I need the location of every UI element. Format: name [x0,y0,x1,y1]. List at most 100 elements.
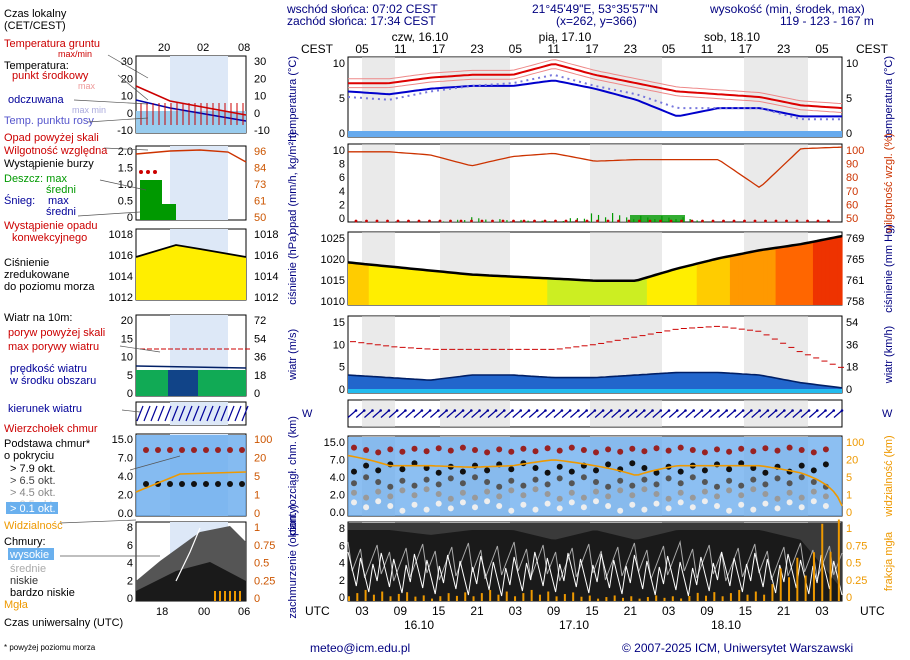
precip-dot-9 [449,219,452,223]
cloud-dot-1-13 [508,466,515,473]
mini-cover-ltick-3: 2 [127,575,133,587]
precip-dot-5 [407,219,410,223]
dir-panel-night-3 [744,400,808,427]
precip-panel-rtick-2: 80 [846,172,858,184]
mini-cloud-ltick-2: 4.0 [118,471,133,483]
legend-precip-above: Opad powyżej skali [4,132,99,144]
dir-panel-night-2 [590,400,662,427]
cloud-dot-4-23 [629,501,636,508]
press-col-39 [509,276,515,305]
top-hour-2: 17 [432,42,446,56]
cover-panel-title-right: frakcja mgła [883,531,895,591]
press-col-52 [563,279,569,305]
fog-bar-42 [522,593,525,601]
press-col-114 [821,240,826,305]
press-panel-title-right: ciśnienie (mm Hg) [883,224,895,313]
cloud-dot-2-0 [351,480,357,487]
precip-dot-40 [774,219,778,223]
press-col-90 [721,257,727,305]
cloud-dot-4-29 [701,498,708,505]
press-col-88 [713,259,719,305]
press-col-56 [580,279,586,305]
press-col-31 [476,274,482,305]
mini-press-ltick-0: 1018 [109,229,133,241]
mini-wind-rtick-0: 72 [254,315,266,327]
press-panel-ltick-2: 1015 [321,275,345,287]
footer-email[interactable]: meteo@icm.edu.pl [310,641,410,655]
legend-visibility: Widzialność [4,520,63,532]
fog-bar-36 [497,594,500,601]
wind-dir-head-47 [741,409,745,412]
fog-bar-48 [547,591,550,601]
wind-dir-arrow-46 [726,410,736,418]
cloud-dot-4-0 [351,499,357,506]
fog-bar-84 [696,592,699,601]
fog-bar-44 [530,589,533,601]
mini-cloud-ltick-3: 2.0 [118,490,133,502]
press-col-63 [609,280,615,305]
mini-wind-rtick-4: 0 [254,388,260,400]
legend-okt-4: > 0.1 okt. [10,503,56,515]
cloud-dot-4-31 [726,507,733,514]
wind-dir-head-14 [470,409,473,412]
wind-dir-arrow-51 [767,410,777,418]
mini-rain-block-2 [162,204,176,220]
mini-top-dot-4 [191,447,197,453]
precip-dot-20 [564,219,568,223]
bottom-hour-10: 15 [739,604,753,618]
wind-dir-head-0 [354,409,358,412]
fog-bar-92 [729,593,732,601]
press-panel-title-left: ciśnienie (hPa) [287,232,299,305]
wind-panel-ltick-3: 0 [339,384,345,396]
cloud-dot-2-34 [762,481,769,488]
press-col-95 [742,253,748,305]
cloud-dot-0-7 [435,445,442,452]
cloud-dot-2-4 [399,477,406,484]
precip-dot-42 [795,219,799,223]
wind-dir-head-50 [766,409,770,412]
cloud-dot-3-18 [568,489,575,496]
cloud-dot-2-16 [544,481,551,488]
precip-dot-25 [617,219,620,223]
precip-dot-38 [753,219,757,223]
press-col-44 [530,277,536,305]
cloud-dot-0-36 [786,444,793,451]
day-bottom-0: 16.10 [404,618,434,632]
cloud-dot-2-20 [593,479,599,485]
cloud-dot-3-27 [677,489,684,496]
wind-dir-head-9 [428,409,432,412]
legend-connector-1 [117,74,149,101]
cloud-dot-4-33 [750,506,757,513]
cloud-dot-0-28 [689,447,696,453]
mini-wind-rtick-1: 54 [254,333,266,345]
press-col-59 [592,280,598,305]
cloud-dot-4-3 [387,503,394,509]
mini-top-dot-8 [239,447,245,453]
press-col-25 [451,272,457,305]
temp-panel-night-1 [440,57,510,137]
wind-dir-head-51 [774,409,778,412]
press-col-50 [555,278,561,305]
fog-bar-112 [812,552,815,601]
cloud-dot-1-34 [762,469,769,476]
mini-dir-night [170,402,228,425]
cloud-dot-4-12 [496,503,503,509]
press-col-18 [422,269,428,305]
pressure-line [347,234,843,282]
temp-ground-band [348,131,842,137]
precip-panel-ltick-2: 6 [339,172,345,184]
cloud-dot-2-32 [738,482,745,489]
wind-dir-arrow-57 [817,410,826,418]
press-col-9 [385,266,391,305]
mini-top-dot-6 [215,447,221,453]
cloud-dot-0-37 [798,447,805,453]
wind-dir-head-19 [511,409,514,412]
mini-cloud-rtick-4: 0 [254,508,260,520]
legend-high-swatch [8,548,54,560]
mini-press-ltick-3: 1012 [109,292,133,304]
footer-copyright: © 2007-2025 ICM, Uniwersytet Warszawski [622,641,853,655]
press-col-28 [464,273,469,305]
wind-dir-head-24 [552,409,555,412]
precip-dot-33 [701,219,704,223]
